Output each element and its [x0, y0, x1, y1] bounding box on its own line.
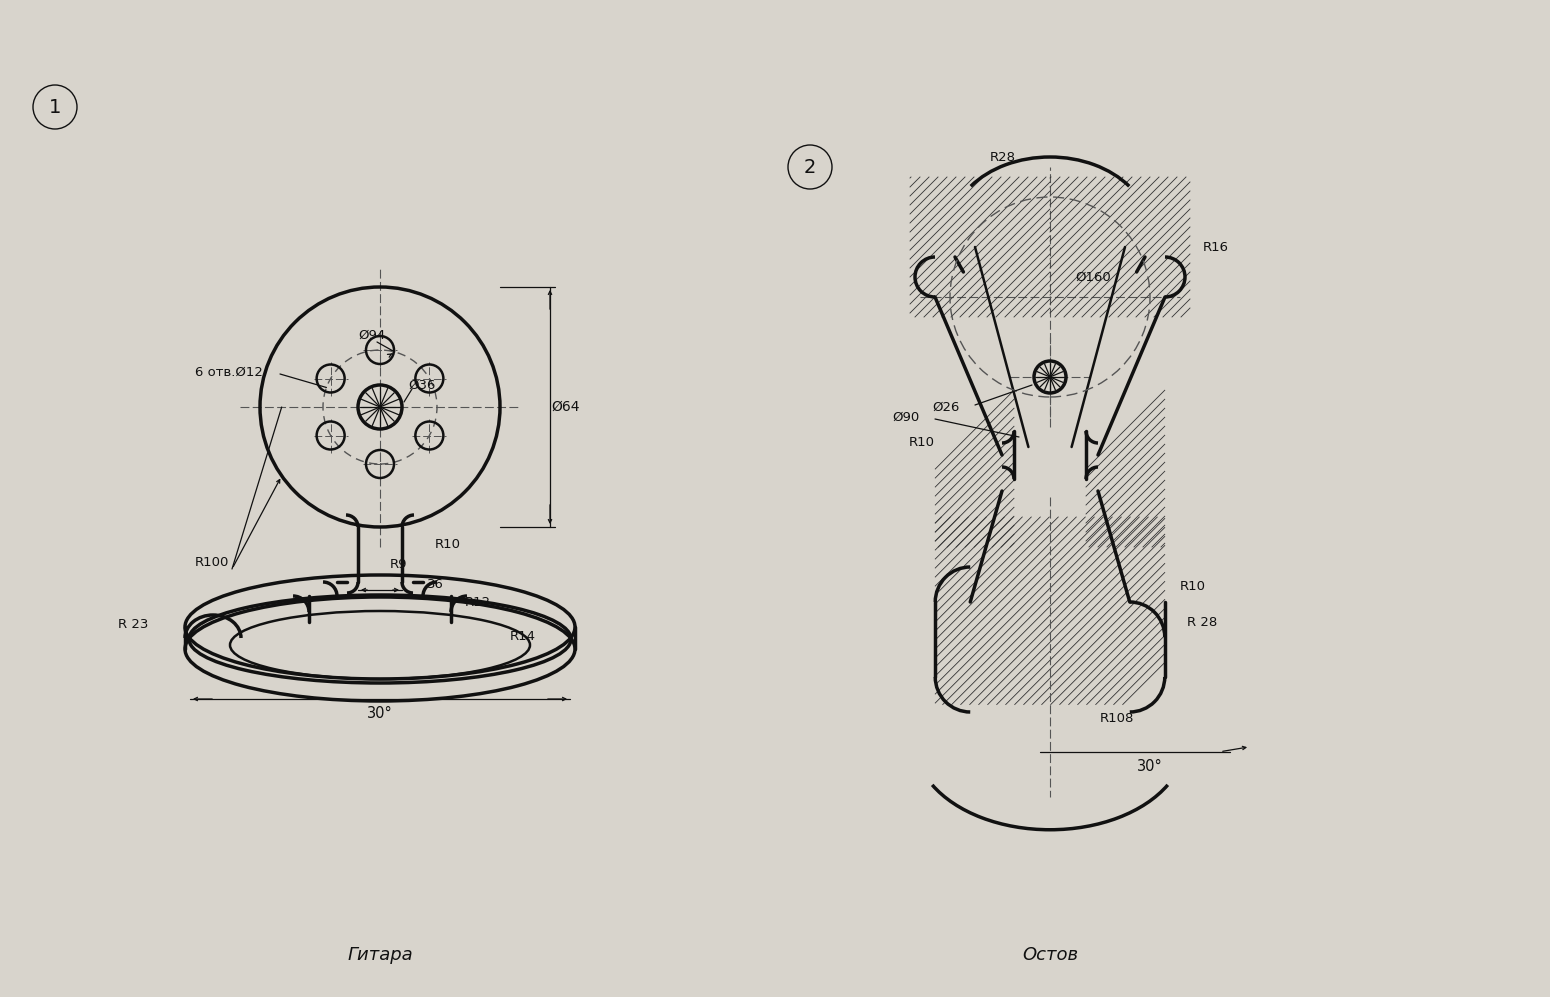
Text: R10: R10 [908, 436, 935, 449]
Text: R108: R108 [1100, 712, 1135, 725]
Text: R28: R28 [990, 151, 1015, 164]
Text: R9: R9 [391, 557, 408, 570]
Text: R 23: R 23 [118, 618, 147, 631]
Text: R14: R14 [510, 630, 536, 643]
Text: 6 отв.Ø12: 6 отв.Ø12 [195, 366, 264, 379]
Text: Ø160: Ø160 [1076, 270, 1111, 283]
Text: Остов: Остов [1021, 946, 1079, 964]
Text: 1: 1 [48, 98, 60, 117]
Text: Ø64: Ø64 [552, 400, 580, 414]
Text: 30°: 30° [1138, 760, 1162, 775]
Text: Ø90: Ø90 [893, 411, 921, 424]
Text: Ø26: Ø26 [933, 401, 959, 414]
Text: Гитара: Гитара [347, 946, 412, 964]
Text: R10: R10 [436, 538, 460, 551]
Text: Ø36: Ø36 [408, 379, 436, 392]
Text: Ø94: Ø94 [358, 328, 386, 342]
Text: 2: 2 [804, 158, 817, 176]
Text: 36: 36 [426, 578, 443, 591]
Text: R 28: R 28 [1187, 615, 1217, 628]
Text: R100: R100 [195, 555, 229, 568]
Text: R16: R16 [1203, 240, 1229, 253]
Text: 30°: 30° [367, 706, 392, 721]
Text: R10: R10 [1180, 580, 1206, 593]
Text: R12: R12 [465, 595, 491, 608]
